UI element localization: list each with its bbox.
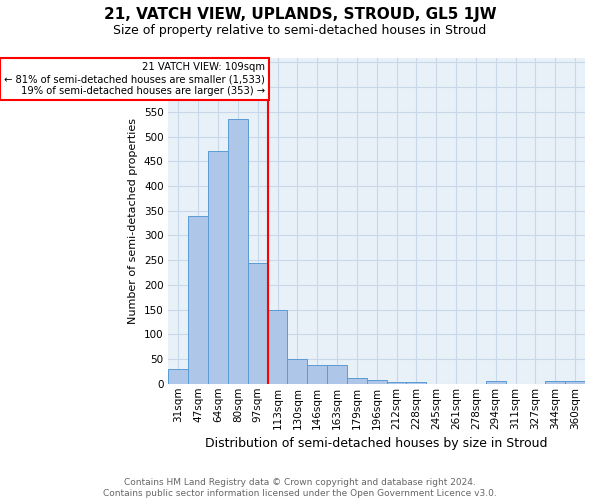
Bar <box>208 152 228 384</box>
Bar <box>486 382 506 384</box>
Bar <box>367 380 386 384</box>
Bar <box>545 382 565 384</box>
Bar <box>169 369 188 384</box>
Bar <box>386 382 406 384</box>
Bar <box>268 310 287 384</box>
Bar <box>188 216 208 384</box>
Text: Size of property relative to semi-detached houses in Stroud: Size of property relative to semi-detach… <box>113 24 487 37</box>
Text: Contains HM Land Registry data © Crown copyright and database right 2024.
Contai: Contains HM Land Registry data © Crown c… <box>103 478 497 498</box>
X-axis label: Distribution of semi-detached houses by size in Stroud: Distribution of semi-detached houses by … <box>205 437 548 450</box>
Bar <box>248 262 268 384</box>
Bar <box>228 120 248 384</box>
Bar <box>565 382 585 384</box>
Bar <box>347 378 367 384</box>
Bar <box>327 366 347 384</box>
Bar <box>287 359 307 384</box>
Bar <box>406 382 427 384</box>
Bar <box>307 365 327 384</box>
Text: 21, VATCH VIEW, UPLANDS, STROUD, GL5 1JW: 21, VATCH VIEW, UPLANDS, STROUD, GL5 1JW <box>104 8 496 22</box>
Y-axis label: Number of semi-detached properties: Number of semi-detached properties <box>128 118 139 324</box>
Text: 21 VATCH VIEW: 109sqm
← 81% of semi-detached houses are smaller (1,533)
19% of s: 21 VATCH VIEW: 109sqm ← 81% of semi-deta… <box>4 62 265 96</box>
